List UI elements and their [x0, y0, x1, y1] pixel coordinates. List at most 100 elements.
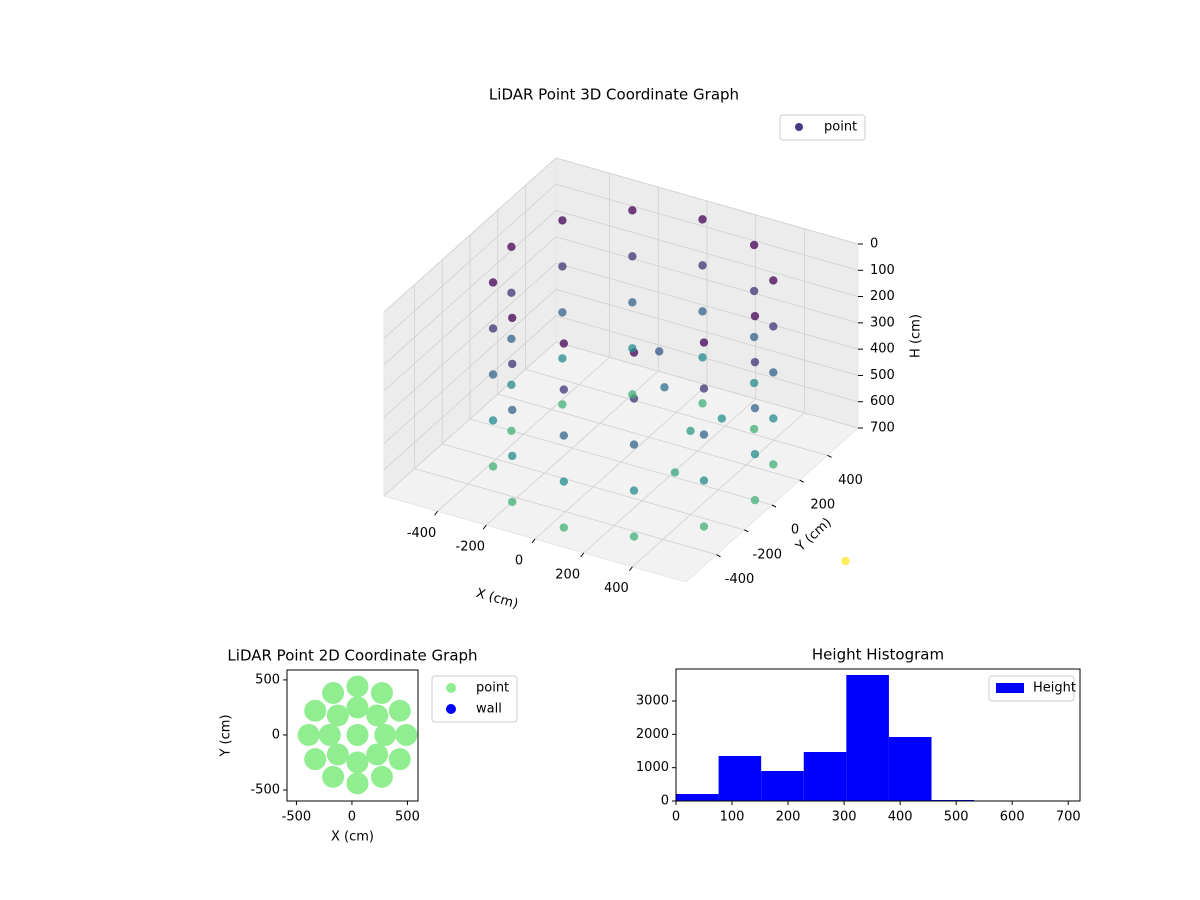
- point: [346, 675, 369, 698]
- point: [749, 286, 759, 296]
- x-tick: [482, 524, 487, 530]
- y-tick-label: -500: [250, 782, 280, 797]
- x-tick: [580, 552, 585, 558]
- point: [304, 748, 327, 771]
- point: [559, 339, 569, 348]
- x-axis-label: X (cm): [331, 830, 374, 845]
- point: [749, 332, 759, 342]
- grid-line: [414, 468, 717, 556]
- z-tick-label: 600: [870, 394, 895, 409]
- x-tick-label: 700: [1056, 810, 1081, 825]
- x-tick-label: 200: [776, 810, 801, 825]
- chart-title: LiDAR Point 3D Coordinate Graph: [489, 86, 739, 104]
- point: [628, 390, 637, 399]
- bar: [888, 737, 932, 801]
- grid-line: [383, 236, 557, 392]
- point: [346, 772, 369, 795]
- grid-line: [383, 315, 557, 471]
- grid-line: [383, 289, 557, 444]
- point: [508, 313, 517, 323]
- x-tick: [629, 566, 633, 572]
- point: [769, 368, 778, 377]
- point: [698, 399, 707, 408]
- x-tick-label: 500: [395, 810, 420, 825]
- grid-line: [383, 341, 557, 497]
- x-tick-label: 400: [888, 810, 913, 825]
- point: [346, 723, 369, 746]
- plot-area: [676, 675, 1080, 801]
- point: [366, 704, 389, 727]
- bar: [676, 794, 719, 801]
- grid-line: [555, 315, 859, 403]
- plot-area: [297, 675, 418, 795]
- point: [388, 748, 411, 771]
- point: [559, 523, 569, 532]
- x-tick-label: 300: [832, 810, 857, 825]
- grid-line: [383, 157, 557, 313]
- grid-line: [555, 210, 859, 297]
- y-tick-label: 2000: [636, 727, 669, 742]
- point: [558, 354, 567, 363]
- point: [346, 751, 369, 774]
- bar: [803, 752, 847, 801]
- x-tick-label: -200: [456, 540, 486, 555]
- point: [750, 403, 760, 413]
- point: [699, 430, 709, 439]
- point: [698, 215, 707, 224]
- point: [326, 704, 349, 727]
- grid-line: [555, 341, 859, 429]
- point: [297, 723, 320, 746]
- y-tick: [771, 504, 777, 508]
- point: [750, 311, 760, 321]
- point: [558, 262, 567, 271]
- y-tick-label: -200: [753, 547, 783, 562]
- grid-line: [555, 262, 859, 350]
- point: [508, 497, 517, 507]
- y-tick-label: 500: [255, 672, 280, 687]
- y-tick-label: -400: [725, 572, 755, 587]
- point: [655, 347, 664, 356]
- point: [507, 242, 516, 251]
- point: [395, 723, 418, 746]
- x-tick-label: 100: [720, 810, 745, 825]
- point: [628, 206, 637, 215]
- point: [769, 276, 778, 285]
- point: [559, 431, 569, 440]
- z-tick-label: 0: [870, 237, 878, 252]
- legend-frame: [779, 114, 866, 141]
- grid-line: [383, 183, 557, 339]
- legend-swatch: [996, 683, 1024, 693]
- z-tick-label: 700: [870, 421, 895, 436]
- axes-frame: [286, 669, 419, 802]
- point: [488, 462, 498, 471]
- grid-line: [555, 236, 859, 324]
- x-tick-label: 500: [944, 810, 969, 825]
- point: [699, 384, 709, 393]
- chart-title: Height Histogram: [812, 646, 944, 664]
- point: [508, 359, 517, 369]
- y-tick-label: 0: [791, 523, 799, 538]
- grid-line: [442, 443, 745, 531]
- legend-label: point: [476, 681, 509, 696]
- point: [326, 743, 349, 766]
- x-axis-label: X (cm): [474, 586, 519, 612]
- point: [698, 261, 707, 270]
- point: [699, 522, 709, 531]
- chart-title: LiDAR Point 2D Coordinate Graph: [227, 647, 477, 665]
- legend-frame: [988, 675, 1075, 702]
- point: [686, 426, 695, 436]
- y-axis-label: Y (cm): [219, 714, 234, 757]
- point: [558, 400, 567, 409]
- y-tick-label: 400: [838, 473, 863, 488]
- grid-line: [497, 393, 800, 481]
- x-tick: [434, 510, 438, 516]
- point: [508, 405, 517, 415]
- point: [507, 288, 516, 297]
- legend-marker: [795, 123, 803, 131]
- x-tick-label: -400: [407, 526, 437, 541]
- grid-line: [555, 289, 859, 376]
- point: [370, 682, 393, 705]
- legend-marker: [446, 704, 456, 714]
